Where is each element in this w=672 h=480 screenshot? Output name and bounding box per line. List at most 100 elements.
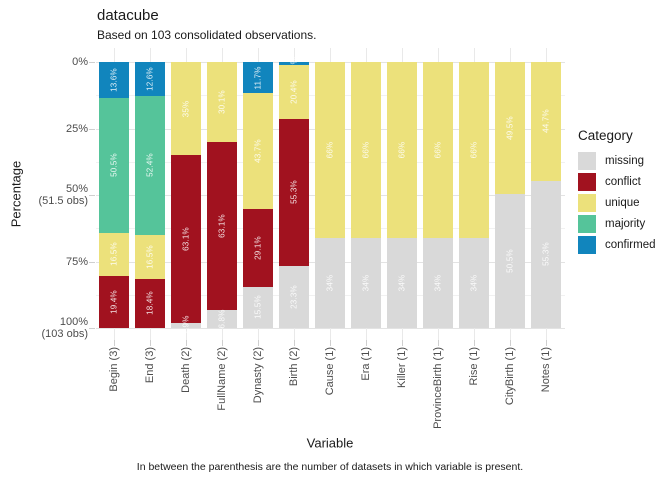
bar-segment-unique: 49.5% bbox=[495, 62, 525, 194]
legend-swatch-missing bbox=[578, 152, 596, 170]
x-tick bbox=[474, 340, 475, 346]
bar-end: 12.6% 52.4% 16.5% 18.4% bbox=[135, 62, 165, 328]
bar-segment-missing: 34% bbox=[387, 237, 417, 328]
bar-birth: 1% 20.4% 55.3% 23.3% bbox=[279, 57, 309, 328]
bar-segment-missing: 6.8% bbox=[207, 309, 237, 329]
legend: Category missing conflict unique majority co… bbox=[578, 128, 656, 257]
legend-item-missing: missing bbox=[578, 152, 656, 170]
x-tick-label: FullName (2) bbox=[215, 347, 228, 411]
bar-segment-confirmed: 12.6% bbox=[135, 62, 165, 96]
legend-label: unique bbox=[605, 197, 640, 209]
bar-segment-unique: 66% bbox=[459, 62, 489, 238]
x-tick-label: Cause (1) bbox=[323, 347, 336, 396]
bar-fullname: 30.1% 63.1% 6.8% bbox=[207, 62, 237, 328]
segment-label: 35% bbox=[181, 100, 191, 117]
bar-segment-confirmed: 1% bbox=[279, 57, 309, 69]
segment-label: 50.5% bbox=[505, 248, 515, 273]
x-axis-title: Variable bbox=[306, 435, 354, 451]
segment-label: 43.7% bbox=[253, 139, 263, 164]
segment-label: 66% bbox=[433, 141, 443, 159]
x-tick bbox=[294, 340, 295, 346]
segment-label: 34% bbox=[469, 274, 479, 292]
x-tick bbox=[114, 340, 115, 346]
x-tick bbox=[330, 340, 331, 346]
bar-segment-conflict: 63.1% bbox=[171, 155, 201, 323]
bar-segment-missing: 34% bbox=[423, 237, 453, 328]
bar-notes: 44.7% 55.3% bbox=[531, 62, 561, 328]
legend-swatch-majority bbox=[578, 215, 596, 233]
segment-label: 34% bbox=[433, 274, 443, 292]
legend-items: missing conflict unique majority confirmed bbox=[578, 152, 656, 254]
bar-segment-unique: 35% bbox=[171, 62, 201, 156]
segment-label: 66% bbox=[325, 141, 335, 159]
x-tick-label: Rise (1) bbox=[467, 347, 480, 386]
x-tick bbox=[366, 340, 367, 346]
plot-panel: 13.6% 50.5% 16.5% 19.4% 12.6% 52.4% 16.5% 18.4%… bbox=[96, 48, 565, 340]
bar-segment-missing: 15.5% bbox=[243, 286, 273, 328]
segment-label: 55.3% bbox=[289, 180, 299, 205]
legend-label: missing bbox=[605, 155, 644, 167]
bar-segment-missing: 34% bbox=[459, 237, 489, 328]
x-tick bbox=[438, 340, 439, 346]
x-tick-label: Notes (1) bbox=[539, 347, 552, 393]
x-tick-label: Era (1) bbox=[359, 347, 372, 381]
segment-label: 30.1% bbox=[217, 90, 227, 114]
segment-label: 63.1% bbox=[217, 214, 227, 238]
segment-label: 1.9% bbox=[181, 315, 191, 335]
segment-label: 44.7% bbox=[541, 109, 551, 134]
bar-begin: 13.6% 50.5% 16.5% 19.4% bbox=[99, 62, 129, 328]
legend-label: confirmed bbox=[605, 239, 656, 251]
x-tick bbox=[546, 340, 547, 346]
bar-segment-majority: 52.4% bbox=[135, 95, 165, 235]
segment-label: 11.7% bbox=[253, 66, 263, 90]
x-tick bbox=[186, 340, 187, 346]
bar-segment-unique: 66% bbox=[315, 62, 345, 238]
segment-label: 6.8% bbox=[217, 309, 227, 329]
chart-subtitle: Based on 103 consolidated observations. bbox=[97, 28, 317, 42]
legend-swatch-conflict bbox=[578, 173, 596, 191]
bar-segment-missing: 1.9% bbox=[171, 316, 201, 335]
y-tick bbox=[89, 328, 95, 329]
bar-provincebirth: 66% 34% bbox=[423, 62, 453, 328]
y-tick bbox=[89, 261, 95, 263]
bar-segment-confirmed: 13.6% bbox=[99, 62, 129, 99]
bar-segment-missing: 50.5% bbox=[495, 193, 525, 328]
x-tick-label: ProvinceBirth (1) bbox=[431, 347, 444, 429]
x-tick-label: CityBirth (1) bbox=[503, 347, 516, 406]
bar-segment-unique: 16.5% bbox=[99, 232, 129, 277]
segment-label: 49.5% bbox=[505, 115, 515, 140]
legend-item-majority: majority bbox=[578, 215, 656, 233]
y-tick bbox=[89, 195, 95, 196]
legend-swatch-unique bbox=[578, 194, 596, 212]
bar-segment-unique: 66% bbox=[351, 62, 381, 238]
bar-segment-conflict: 19.4% bbox=[99, 276, 129, 328]
bar-dynasty: 11.7% 43.7% 29.1% 15.5% bbox=[243, 62, 273, 328]
segment-label: 66% bbox=[469, 141, 479, 159]
x-tick-label: Death (2) bbox=[179, 347, 192, 393]
legend-label: majority bbox=[605, 218, 646, 230]
bar-segment-missing: 34% bbox=[315, 237, 345, 328]
x-tick-label: End (3) bbox=[143, 347, 156, 384]
x-tick-label: Killer (1) bbox=[395, 347, 408, 388]
segment-label: 34% bbox=[325, 274, 335, 292]
bar-segment-missing: 23.3% bbox=[279, 266, 309, 328]
legend-item-confirmed: confirmed bbox=[578, 236, 656, 254]
bar-segment-conflict: 63.1% bbox=[207, 142, 237, 310]
x-tick bbox=[402, 340, 403, 346]
bar-segment-confirmed: 11.7% bbox=[243, 62, 273, 94]
legend-title: Category bbox=[578, 128, 633, 143]
x-tick bbox=[510, 340, 511, 346]
legend-item-unique: unique bbox=[578, 194, 656, 212]
y-tick-label: 100% (103 obs) bbox=[41, 316, 88, 340]
y-tick-label: 25% bbox=[65, 122, 88, 135]
segment-label: 63.1% bbox=[181, 227, 191, 251]
bar-citybirth: 49.5% 50.5% bbox=[495, 62, 525, 328]
bar-segment-unique: 43.7% bbox=[243, 93, 273, 210]
segment-label: 50.5% bbox=[109, 153, 119, 178]
segment-label: 23.3% bbox=[289, 285, 299, 309]
segment-label: 55.3% bbox=[541, 242, 551, 267]
bar-segment-conflict: 18.4% bbox=[135, 278, 165, 328]
x-tick-label: Birth (2) bbox=[287, 347, 300, 387]
segment-label: 29.1% bbox=[253, 236, 263, 260]
